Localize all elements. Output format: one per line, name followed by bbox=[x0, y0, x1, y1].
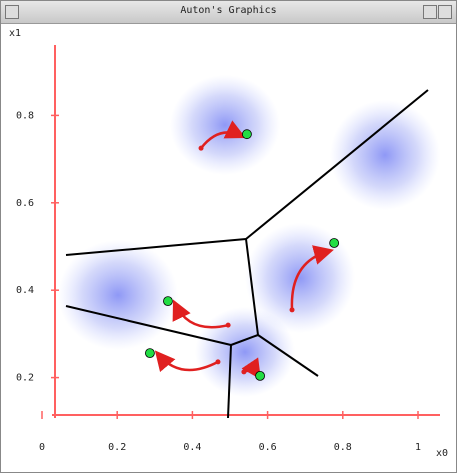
new-centroid bbox=[163, 296, 173, 307]
x-tick-label: 0.4 bbox=[183, 442, 201, 453]
boundary bbox=[227, 344, 232, 419]
boundary bbox=[245, 89, 429, 240]
old-centroid bbox=[289, 307, 295, 313]
zoom-button[interactable] bbox=[438, 5, 452, 19]
arrow bbox=[172, 299, 229, 329]
x-axis-label: x0 bbox=[436, 448, 448, 459]
arrow bbox=[290, 245, 334, 310]
x-tick-label: 0.8 bbox=[334, 442, 352, 453]
old-centroid bbox=[198, 145, 204, 151]
voronoi-boundaries bbox=[65, 89, 429, 419]
title-bar: Auton's Graphics bbox=[1, 1, 456, 24]
cloud bbox=[330, 100, 440, 210]
old-centroid bbox=[225, 322, 231, 328]
new-centroid bbox=[329, 238, 340, 248]
window-title: Auton's Graphics bbox=[180, 5, 277, 16]
point-clouds bbox=[58, 75, 440, 397]
cloud bbox=[170, 75, 280, 175]
boundary bbox=[65, 238, 247, 256]
minimize-button[interactable] bbox=[423, 5, 437, 19]
new-centroid bbox=[255, 370, 265, 381]
x-tick-label: 0.2 bbox=[108, 442, 126, 453]
boundary bbox=[230, 334, 259, 346]
arrow bbox=[154, 350, 219, 373]
cloud bbox=[195, 307, 295, 397]
new-centroid bbox=[242, 129, 252, 140]
y-tick-label: 0.2 bbox=[16, 373, 34, 384]
new-centroid bbox=[145, 348, 155, 359]
x-tick-label: 0.6 bbox=[259, 442, 277, 453]
old-centroid bbox=[241, 369, 247, 375]
y-tick-label: 0.4 bbox=[16, 285, 34, 296]
boundary bbox=[257, 334, 319, 377]
arrow bbox=[200, 120, 246, 149]
cloud bbox=[58, 240, 178, 350]
close-button[interactable] bbox=[5, 5, 19, 19]
y-axis-label: x1 bbox=[9, 28, 21, 39]
y-tick-label: 0.8 bbox=[16, 110, 34, 121]
old-centroid bbox=[215, 359, 221, 365]
x-tick-label: 1 bbox=[415, 442, 421, 453]
boundary bbox=[245, 238, 259, 336]
boundary bbox=[65, 305, 232, 346]
x-tick-label: 0 bbox=[39, 442, 45, 453]
y-tick-label: 0.6 bbox=[16, 198, 34, 209]
